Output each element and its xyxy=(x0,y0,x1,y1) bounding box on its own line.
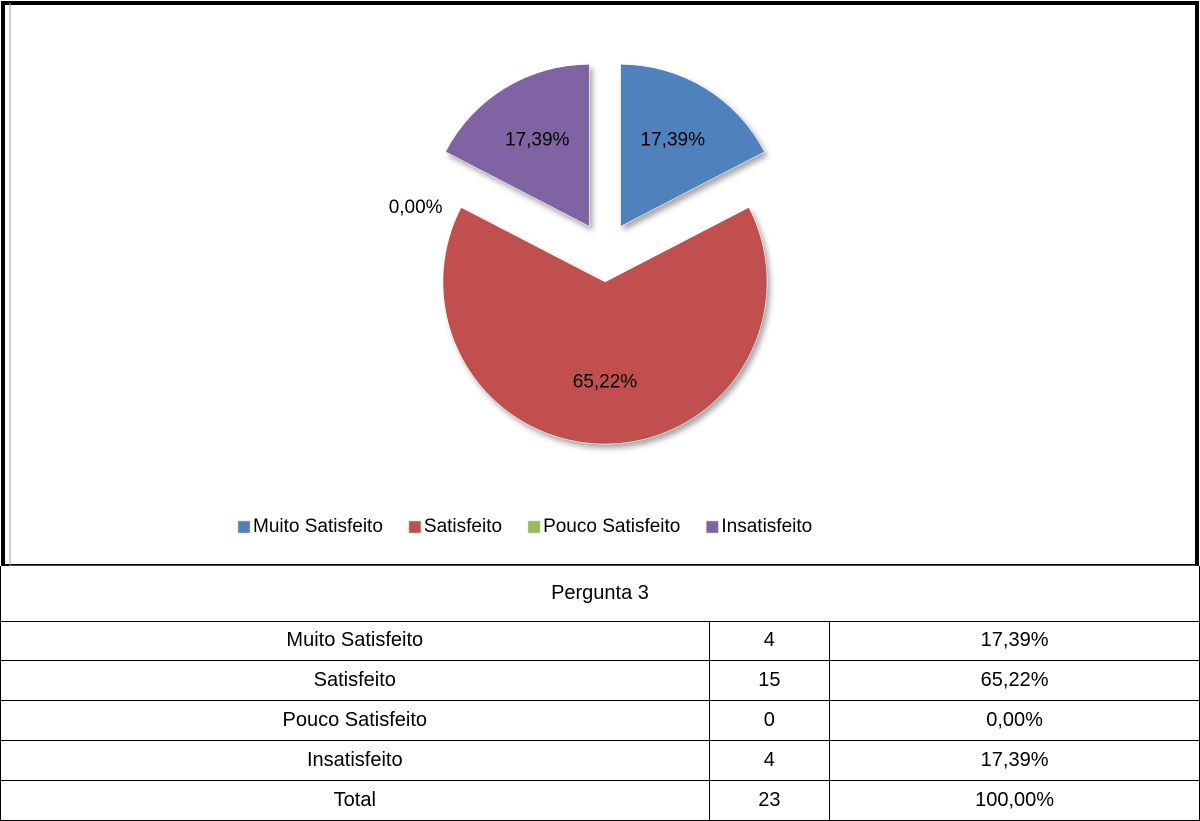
chart: 17,39% 65,22% 0,00% 17,39% Muito Satisfeito S… xyxy=(1,1,1199,566)
table-cell: 17,39% xyxy=(829,740,1200,782)
legend: Muito Satisfeito Satisfeito Pouco Satisfei… xyxy=(237,516,812,537)
table-row: Muito Satisfeito 4 17,39% xyxy=(0,620,1200,662)
table-row: Satisfeito 15 65,22% xyxy=(0,660,1200,702)
table-cell: Total xyxy=(0,780,710,821)
table-row: Pouco Satisfeito 0 0,00% xyxy=(0,700,1200,742)
table-cell: 4 xyxy=(708,740,831,782)
data-label: 17,39% xyxy=(505,130,570,151)
table-cell: 100,00% xyxy=(829,780,1200,821)
data-label: 0,00% xyxy=(389,197,443,218)
table-row: Insatisfeito 4 17,39% xyxy=(0,740,1200,782)
table-cell: 65,22% xyxy=(829,660,1200,702)
legend-swatch xyxy=(527,520,541,534)
table-cell: 17,39% xyxy=(829,620,1200,662)
table-cell: 0 xyxy=(708,700,831,742)
data-label: 17,39% xyxy=(641,130,706,151)
data-label: 65,22% xyxy=(573,371,638,392)
table-cell: Satisfeito xyxy=(0,660,710,702)
legend-swatch xyxy=(408,520,422,534)
legend-label: Pouco Satisfeito xyxy=(543,516,680,537)
pie-slice xyxy=(445,64,590,227)
table-cell: Muito Satisfeito xyxy=(0,620,710,662)
legend-swatch xyxy=(706,520,719,534)
table-row: Total 23 100,00% xyxy=(0,780,1200,821)
table-title-row: Pergunta 3 xyxy=(0,566,1200,622)
table-cell: 4 xyxy=(708,620,831,662)
pie-slice xyxy=(620,64,765,227)
legend-label: Satisfeito xyxy=(424,516,502,537)
table-cell: 15 xyxy=(708,660,831,702)
table-title: Pergunta 3 xyxy=(0,566,1200,622)
table-cell: Pouco Satisfeito xyxy=(0,700,710,742)
legend-label: Muito Satisfeito xyxy=(253,516,383,537)
legend-swatch xyxy=(237,520,251,534)
legend-label: Insatisfeito xyxy=(721,516,812,537)
data-table: Pergunta 3 Muito Satisfeito 4 17,39% Satisfe… xyxy=(0,566,1200,821)
table-cell: Insatisfeito xyxy=(0,740,710,782)
chart-frame xyxy=(1,1,1199,566)
table-cell: 23 xyxy=(708,780,831,821)
table-cell: 0,00% xyxy=(829,700,1200,742)
pie-slice xyxy=(442,207,768,445)
